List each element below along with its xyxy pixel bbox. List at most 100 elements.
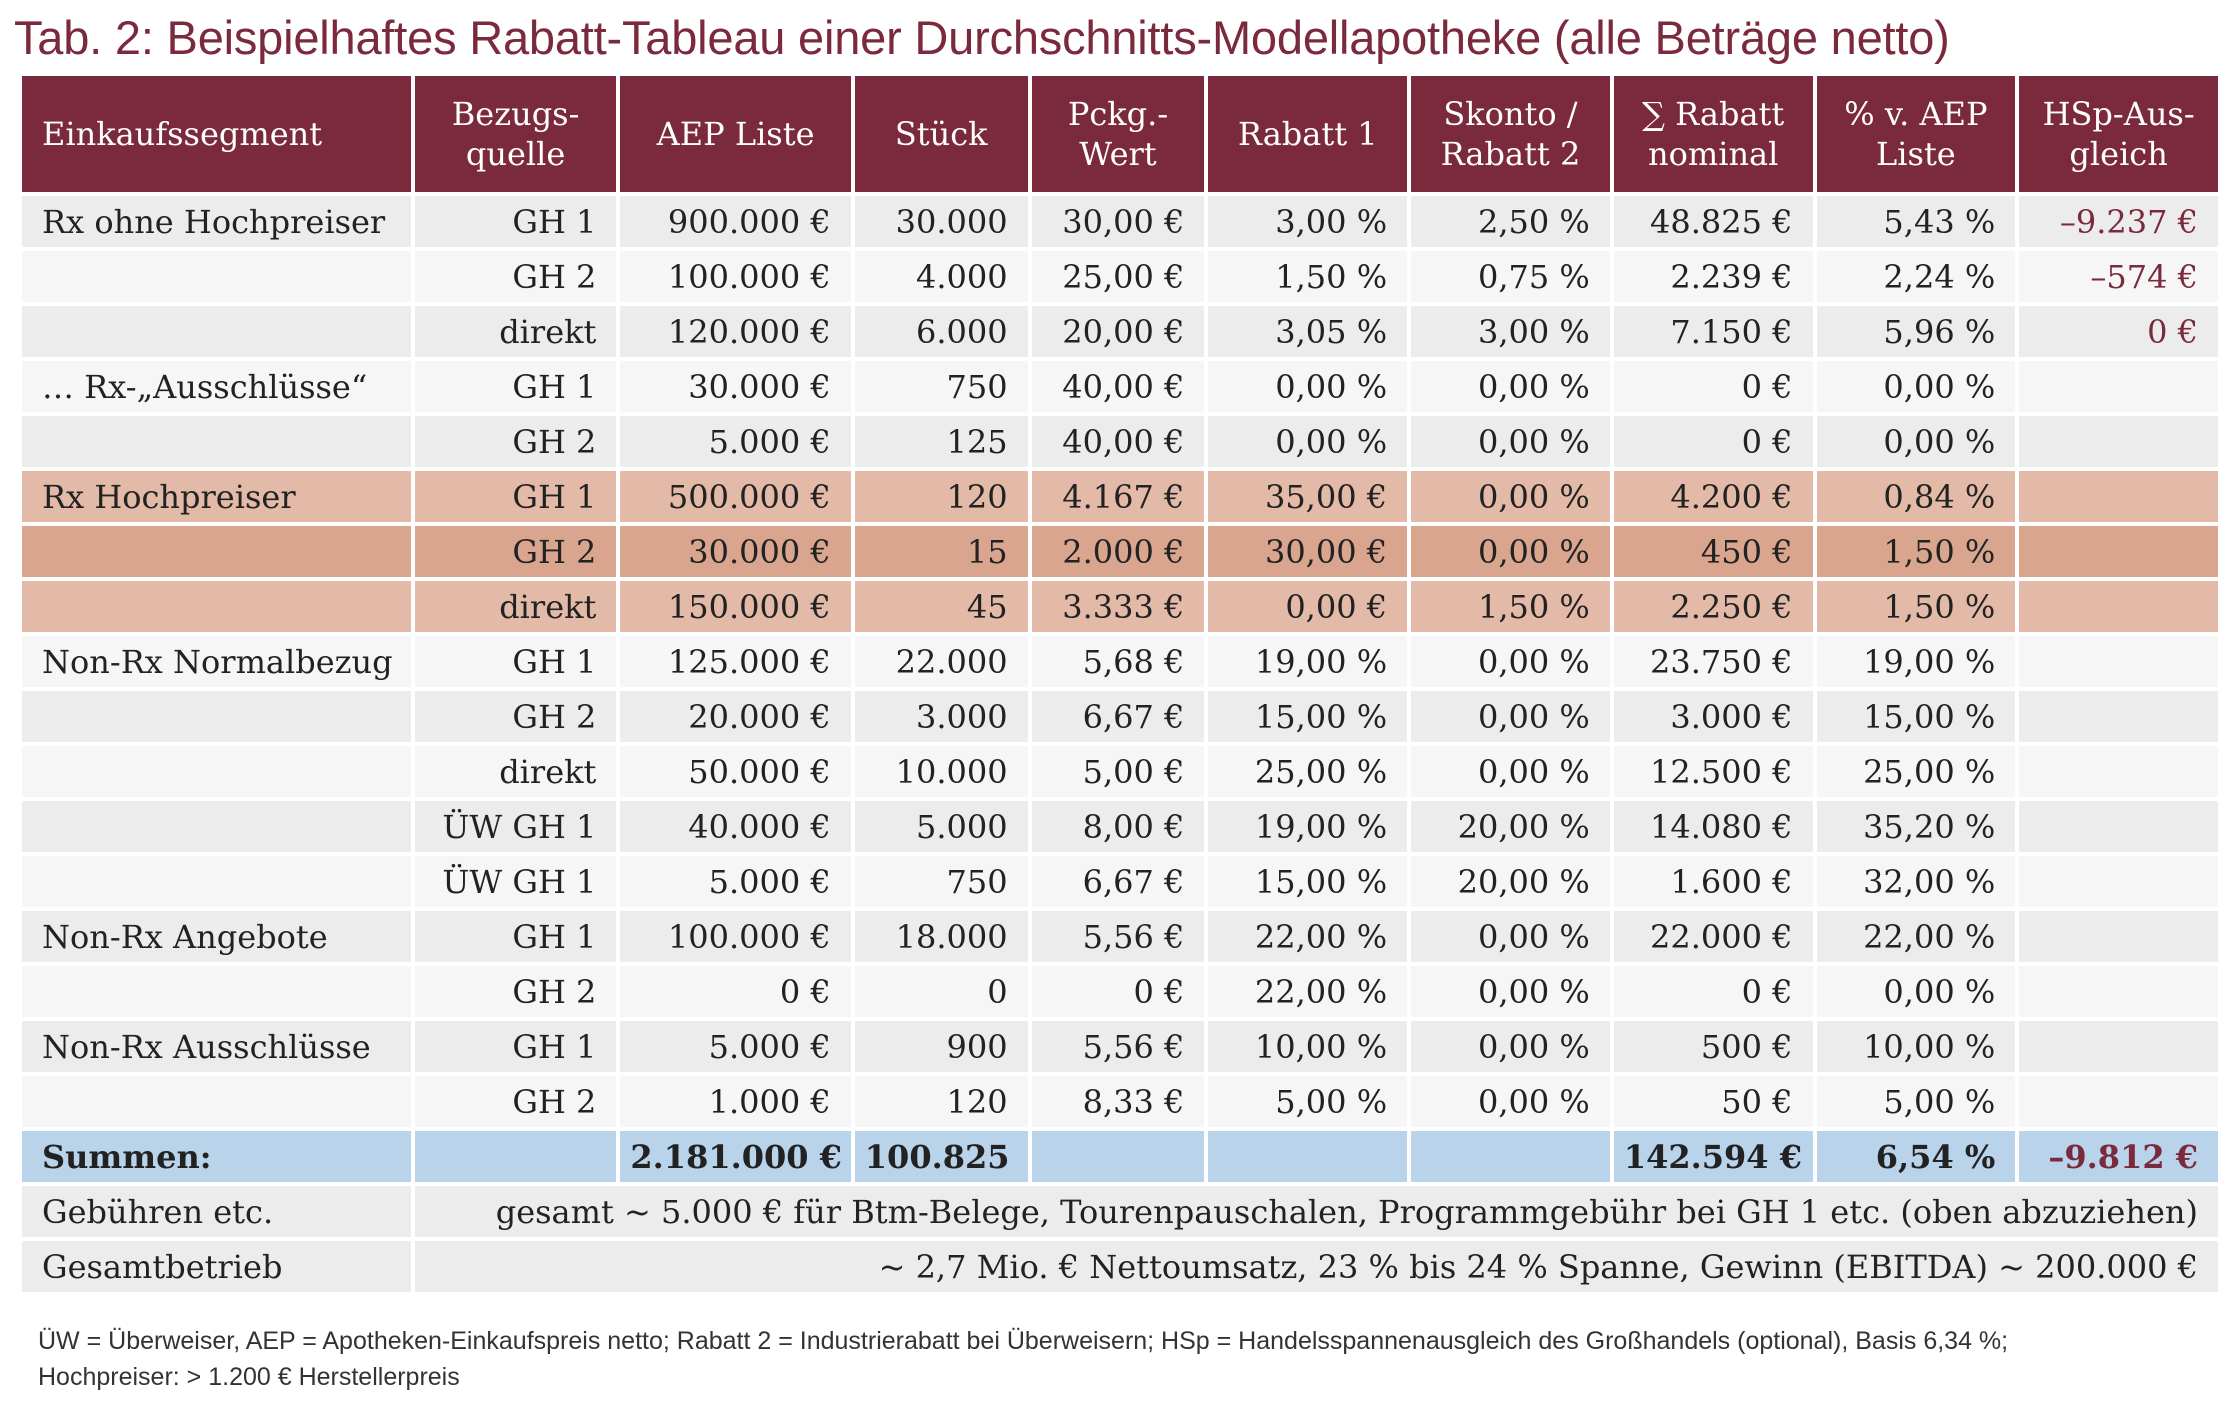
value-cell-package-value: 20,00 € xyxy=(1031,306,1205,361)
value-cell-discount-1: 3,05 % xyxy=(1208,306,1408,361)
table-row: GH 2 20.000 €3.000 6,67 €15,00 % 0,00 % 3.00… xyxy=(22,691,2218,746)
value-cell-aep-list: 5.000 € xyxy=(620,856,851,911)
value-cell-source: GH 1 xyxy=(414,196,617,251)
value-cell-hsp-compensation xyxy=(2019,416,2218,471)
value-cell-package-value: 40,00 € xyxy=(1031,416,1205,471)
value-cell-aep-list: 20.000 € xyxy=(620,691,851,746)
value-cell-percent-aep: 0,00 % xyxy=(1816,966,2016,1021)
value-cell-discount-1: 10,00 % xyxy=(1208,1021,1408,1076)
value-cell-hsp-compensation xyxy=(2019,581,2218,636)
value-cell-aep-list: 500.000 € xyxy=(620,471,851,526)
footnote-line: ÜW = Überweiser, AEP = Apotheken-Einkauf… xyxy=(38,1327,2009,1355)
table-row: Non-Rx Ausschlüsse GH 1 5.000 €900 5,56 €10… xyxy=(22,1021,2218,1076)
column-header-line: Liste xyxy=(1876,135,1956,173)
value-cell-source: direkt xyxy=(414,746,617,801)
value-cell-package-value: 3.333 € xyxy=(1031,581,1205,636)
column-header-line: Einkaufssegment xyxy=(42,115,323,153)
column-header-total-discount: ∑ Rabatt nominal xyxy=(1613,76,1813,196)
value-cell-cash-discount: 3,00 % xyxy=(1411,306,1610,361)
segment-cell: Non-Rx Normalbezug xyxy=(22,636,411,691)
value-cell-package-value: 5,56 € xyxy=(1031,1021,1205,1076)
value-cell-package-value: 5,00 € xyxy=(1031,746,1205,801)
value-cell-hsp-compensation xyxy=(2019,856,2218,911)
value-cell-source: ÜW GH 1 xyxy=(414,856,617,911)
value-cell-total-discount: 2.250 € xyxy=(1613,581,1813,636)
value-cell-total-discount: 0 € xyxy=(1613,966,1813,1021)
value-cell-source: GH 2 xyxy=(414,416,617,471)
info-text: gesamt ~ 5.000 € für Btm-Belege, Tourenp… xyxy=(414,1186,2218,1241)
column-header-line: HSp-Aus- xyxy=(2042,95,2195,133)
value-cell-cash-discount: 0,00 % xyxy=(1411,636,1610,691)
value-cell-aep-list: 2.181.000 € xyxy=(620,1131,851,1186)
segment-cell: Rx Hochpreiser xyxy=(22,471,411,526)
value-cell-source: GH 1 xyxy=(414,1021,617,1076)
value-cell-percent-aep: 0,00 % xyxy=(1816,416,2016,471)
value-cell-package-value: 30,00 € xyxy=(1031,196,1205,251)
value-cell-hsp-compensation: 0 € xyxy=(2019,306,2218,361)
value-cell-aep-list: 1.000 € xyxy=(620,1076,851,1131)
segment-cell xyxy=(22,306,411,361)
value-cell-total-discount: 4.200 € xyxy=(1613,471,1813,526)
value-cell-percent-aep: 6,54 % xyxy=(1816,1131,2016,1186)
table-row: Non-Rx Angebote GH 1 100.000 €18.000 5,56 €… xyxy=(22,911,2218,966)
segment-cell: … Rx-„Ausschlüsse“ xyxy=(22,361,411,416)
column-header-line: AEP Liste xyxy=(656,115,815,153)
value-cell-pieces: 22.000 xyxy=(854,636,1028,691)
value-cell-discount-1: 22,00 % xyxy=(1208,966,1408,1021)
value-cell-source: GH 2 xyxy=(414,526,617,581)
table-row: GH 2 1.000 €120 8,33 €5,00 % 0,00 % 50 €5,00… xyxy=(22,1076,2218,1131)
segment-cell: Summen: xyxy=(22,1131,411,1186)
table-row: ÜW GH 1 5.000 €750 6,67 €15,00 % 20,00 % 1.6… xyxy=(22,856,2218,911)
value-cell-aep-list: 50.000 € xyxy=(620,746,851,801)
value-cell-percent-aep: 0,84 % xyxy=(1816,471,2016,526)
value-cell-package-value: 2.000 € xyxy=(1031,526,1205,581)
table-row: Non-Rx Normalbezug GH 1 125.000 €22.000 5,6… xyxy=(22,636,2218,691)
info-label: Gesamtbetrieb xyxy=(22,1241,411,1296)
value-cell-package-value: 8,33 € xyxy=(1031,1076,1205,1131)
value-cell-percent-aep: 1,50 % xyxy=(1816,526,2016,581)
segment-cell: Rx ohne Hochpreiser xyxy=(22,196,411,251)
value-cell-source: direkt xyxy=(414,581,617,636)
value-cell-percent-aep: 19,00 % xyxy=(1816,636,2016,691)
segment-cell xyxy=(22,526,411,581)
value-cell-aep-list: 30.000 € xyxy=(620,526,851,581)
value-cell-total-discount: 142.594 € xyxy=(1613,1131,1813,1186)
value-cell-total-discount: 50 € xyxy=(1613,1076,1813,1131)
value-cell-cash-discount: 0,00 % xyxy=(1411,471,1610,526)
value-cell-discount-1: 22,00 % xyxy=(1208,911,1408,966)
value-cell-hsp-compensation: –574 € xyxy=(2019,251,2218,306)
value-cell-source: ÜW GH 1 xyxy=(414,801,617,856)
value-cell-discount-1: 3,00 % xyxy=(1208,196,1408,251)
value-cell-discount-1: 5,00 % xyxy=(1208,1076,1408,1131)
segment-cell xyxy=(22,691,411,746)
column-header-cash-discount: Skonto / Rabatt 2 xyxy=(1411,76,1610,196)
value-cell-package-value: 6,67 € xyxy=(1031,856,1205,911)
column-header-line: nominal xyxy=(1647,135,1779,173)
column-header-package-value: Pckg.- Wert xyxy=(1031,76,1205,196)
value-cell-pieces: 120 xyxy=(854,1076,1028,1131)
value-cell-pieces: 30.000 xyxy=(854,196,1028,251)
value-cell-hsp-compensation: –9.237 € xyxy=(2019,196,2218,251)
value-cell-source: GH 1 xyxy=(414,471,617,526)
value-cell-discount-1: 0,00 % xyxy=(1208,361,1408,416)
value-cell-cash-discount: 0,00 % xyxy=(1411,746,1610,801)
info-text: ~ 2,7 Mio. € Nettoumsatz, 23 % bis 24 % … xyxy=(414,1241,2218,1296)
value-cell-cash-discount: 0,00 % xyxy=(1411,966,1610,1021)
value-cell-aep-list: 150.000 € xyxy=(620,581,851,636)
value-cell-total-discount: 7.150 € xyxy=(1613,306,1813,361)
value-cell-total-discount: 500 € xyxy=(1613,1021,1813,1076)
value-cell-discount-1: 25,00 % xyxy=(1208,746,1408,801)
value-cell-discount-1: 15,00 % xyxy=(1208,856,1408,911)
segment-cell xyxy=(22,251,411,306)
value-cell-discount-1: 19,00 % xyxy=(1208,636,1408,691)
value-cell-discount-1 xyxy=(1208,1131,1408,1186)
segment-cell xyxy=(22,801,411,856)
value-cell-total-discount: 23.750 € xyxy=(1613,636,1813,691)
value-cell-cash-discount: 20,00 % xyxy=(1411,801,1610,856)
value-cell-percent-aep: 0,00 % xyxy=(1816,361,2016,416)
segment-cell xyxy=(22,416,411,471)
value-cell-package-value: 0 € xyxy=(1031,966,1205,1021)
value-cell-cash-discount: 0,75 % xyxy=(1411,251,1610,306)
value-cell-hsp-compensation: –9.812 € xyxy=(2019,1131,2218,1186)
value-cell-source: GH 2 xyxy=(414,691,617,746)
